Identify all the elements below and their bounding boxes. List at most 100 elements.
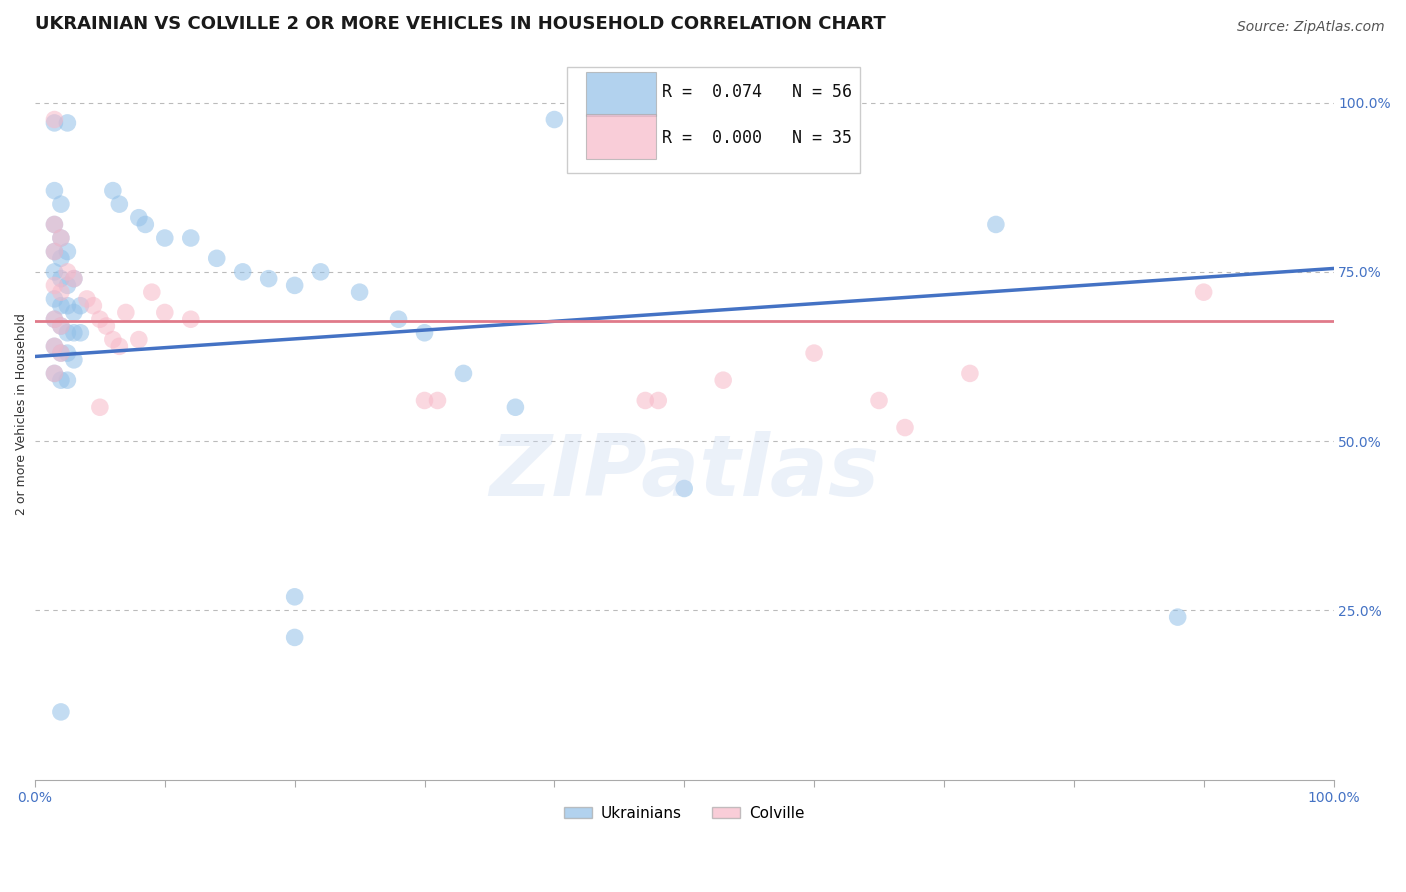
Point <box>284 631 307 645</box>
Point <box>894 420 917 434</box>
Point <box>76 292 98 306</box>
Point <box>232 265 254 279</box>
Point <box>108 197 131 211</box>
Point <box>49 318 72 333</box>
Point <box>56 278 79 293</box>
Point <box>63 326 86 340</box>
Legend: Ukrainians, Colville: Ukrainians, Colville <box>558 799 810 827</box>
Point <box>141 285 163 300</box>
Point <box>134 218 156 232</box>
Point <box>96 318 118 333</box>
FancyBboxPatch shape <box>585 114 655 159</box>
Text: UKRAINIAN VS COLVILLE 2 OR MORE VEHICLES IN HOUSEHOLD CORRELATION CHART: UKRAINIAN VS COLVILLE 2 OR MORE VEHICLES… <box>35 15 886 33</box>
Point <box>63 271 86 285</box>
Text: ZIPatlas: ZIPatlas <box>489 431 879 514</box>
Point <box>82 299 104 313</box>
Point <box>582 112 605 127</box>
Point <box>49 373 72 387</box>
Point <box>413 326 436 340</box>
Point <box>56 265 79 279</box>
Point <box>284 278 307 293</box>
Point <box>44 218 66 232</box>
Point <box>49 231 72 245</box>
Point <box>49 318 72 333</box>
Point <box>284 590 307 604</box>
Point <box>180 312 202 326</box>
Point <box>108 339 131 353</box>
Y-axis label: 2 or more Vehicles in Household: 2 or more Vehicles in Household <box>15 313 28 515</box>
Point <box>1167 610 1189 624</box>
Point <box>44 244 66 259</box>
Point <box>49 285 72 300</box>
Text: R =  0.074   N = 56: R = 0.074 N = 56 <box>662 83 852 102</box>
Point <box>49 252 72 266</box>
Point <box>763 112 786 127</box>
Point <box>101 333 124 347</box>
Point <box>387 312 409 326</box>
Point <box>49 197 72 211</box>
Text: R =  0.000   N = 35: R = 0.000 N = 35 <box>662 129 852 147</box>
Point <box>803 346 825 360</box>
Point <box>959 367 981 381</box>
Point <box>49 231 72 245</box>
Point <box>49 271 72 285</box>
Point <box>56 244 79 259</box>
Point <box>128 211 150 225</box>
Point <box>453 367 475 381</box>
Point <box>115 305 138 319</box>
Point <box>44 218 66 232</box>
Point <box>44 367 66 381</box>
Point <box>69 326 91 340</box>
Point <box>56 373 79 387</box>
Text: Source: ZipAtlas.com: Source: ZipAtlas.com <box>1237 20 1385 34</box>
Point <box>128 333 150 347</box>
Point <box>44 244 66 259</box>
Point <box>413 393 436 408</box>
Point <box>63 305 86 319</box>
Point <box>257 271 280 285</box>
Point <box>180 231 202 245</box>
Point <box>49 346 72 360</box>
Point <box>89 401 111 415</box>
Point <box>63 352 86 367</box>
Point <box>56 346 79 360</box>
Point <box>44 367 66 381</box>
Point <box>44 116 66 130</box>
Point <box>44 312 66 326</box>
Point <box>44 339 66 353</box>
Point <box>543 112 565 127</box>
Point <box>205 252 228 266</box>
FancyBboxPatch shape <box>585 72 655 117</box>
Point <box>153 231 176 245</box>
Point <box>505 401 527 415</box>
Point <box>309 265 332 279</box>
Point <box>56 326 79 340</box>
Point <box>49 299 72 313</box>
Point <box>673 482 696 496</box>
Point <box>44 184 66 198</box>
Point <box>49 705 72 719</box>
Point <box>44 112 66 127</box>
Point <box>101 184 124 198</box>
Point <box>44 312 66 326</box>
FancyBboxPatch shape <box>568 67 859 173</box>
Point <box>63 271 86 285</box>
Point <box>56 116 79 130</box>
Point <box>153 305 176 319</box>
Point <box>49 346 72 360</box>
Point <box>984 218 1007 232</box>
Point <box>634 393 657 408</box>
Point <box>44 292 66 306</box>
Point <box>738 112 761 127</box>
Point <box>89 312 111 326</box>
Point <box>711 373 734 387</box>
Point <box>44 339 66 353</box>
Point <box>647 393 669 408</box>
Point <box>69 299 91 313</box>
Point <box>44 278 66 293</box>
Point <box>868 393 890 408</box>
Point <box>426 393 449 408</box>
Point <box>56 299 79 313</box>
Point <box>1192 285 1215 300</box>
Point <box>349 285 371 300</box>
